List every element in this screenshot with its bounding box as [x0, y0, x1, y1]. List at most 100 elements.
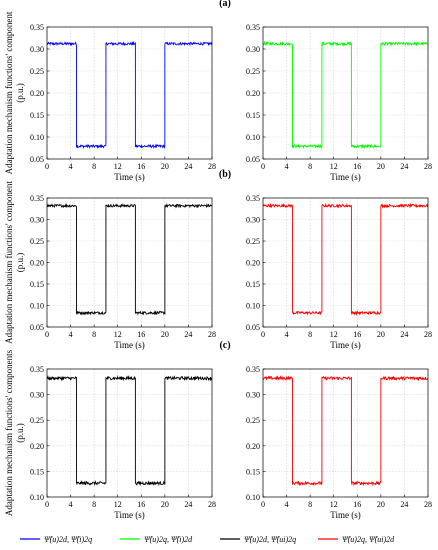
series-line-0: [46, 375, 213, 487]
x-tick-label: 0: [261, 330, 265, 339]
x-tick-label: 28: [424, 330, 432, 339]
x-tick-label: 8: [92, 500, 96, 509]
legend-entry: Ψ̂(u)2d, Ψ̂(i)2q: [20, 535, 92, 544]
chart-panel-1: 0 4 8 12 16 20 24 28 0.05 0.10 0.15 0.20 0.25 0.30 0.3…: [246, 23, 432, 182]
y-tick-label: 0.20: [246, 259, 260, 268]
x-tick-label: 0: [45, 330, 49, 339]
y-tick-label: 0.30: [246, 391, 260, 400]
x-axis-label: Time (s): [330, 510, 360, 520]
y-tick-label: 0.25: [246, 67, 260, 76]
series-line-0: [46, 40, 213, 150]
y-axis-label: Adaptation mechanism functions' componen…: [4, 349, 25, 516]
y-tick-label: 0.30: [30, 45, 44, 54]
y-tick-label: 0.30: [246, 216, 260, 225]
x-tick-label: 20: [161, 162, 169, 171]
chart-panel-2: 0 4 8 12 16 20 24 28 0.05 0.10 0.15 0.20 0.25 0.30 0.3…: [4, 181, 216, 350]
x-tick-label: 16: [353, 330, 361, 339]
x-tick-label: 28: [424, 500, 432, 509]
chart-panel-0: 0 4 8 12 16 20 24 28 0.05 0.10 0.15 0.20 0.25 0.30 0.3…: [4, 11, 216, 182]
y-tick-label: 0.10: [30, 302, 44, 311]
y-tick-label: 0.35: [30, 23, 44, 32]
legend-entry: Ψ̂(u)2d, Ψ̂(ui)2q: [220, 535, 296, 544]
y-tick-label: 0.25: [30, 237, 44, 246]
y-tick-label: 0.15: [30, 467, 44, 476]
x-tick-label: 24: [184, 500, 192, 509]
x-tick-label: 4: [69, 330, 73, 339]
y-tick-label: 0.10: [246, 493, 260, 502]
legend-label: Ψ̂(u)2q, Ψ̂(i)2d: [144, 535, 193, 544]
y-tick-label: 0.35: [246, 194, 260, 203]
chart-panel-5: 0 4 8 12 16 20 24 28 0.10 0.15 0.20 0.25 0.30 0.35 Tim…: [246, 365, 432, 520]
legend-label: Ψ̂(u)2d, Ψ̂(ui)2q: [244, 535, 296, 544]
y-tick-label: 0.15: [246, 280, 260, 289]
x-axis-label: Time (s): [114, 340, 144, 350]
legend-entry: Ψ̂(u)2q, Ψ̂(ui)2d: [318, 535, 395, 544]
y-tick-label: 0.25: [30, 67, 44, 76]
x-axis-label: Time (s): [114, 172, 144, 182]
x-tick-label: 8: [308, 162, 312, 171]
x-tick-label: 8: [92, 330, 96, 339]
x-tick-label: 24: [400, 500, 408, 509]
x-tick-label: 4: [285, 500, 289, 509]
x-tick-label: 0: [261, 500, 265, 509]
x-tick-label: 0: [45, 162, 49, 171]
y-tick-label: 0.15: [246, 111, 260, 120]
series-line-0: [262, 375, 429, 487]
y-tick-label: 0.20: [30, 89, 44, 98]
y-tick-label: 0.10: [246, 302, 260, 311]
x-tick-label: 12: [114, 500, 122, 509]
y-tick-label: 0.10: [30, 133, 44, 142]
y-axis-label-line2: (p.u.): [15, 83, 25, 103]
chart-panel-3: 0 4 8 12 16 20 24 28 0.05 0.10 0.15 0.20 0.25 0.30 0.3…: [246, 194, 432, 350]
x-axis-label: Time (s): [114, 510, 144, 520]
y-tick-label: 0.05: [30, 155, 44, 164]
x-tick-label: 28: [424, 162, 432, 171]
y-tick-label: 0.35: [30, 194, 44, 203]
x-tick-label: 12: [330, 162, 338, 171]
y-tick-label: 0.05: [30, 323, 44, 332]
x-tick-label: 4: [285, 330, 289, 339]
x-axis-label: Time (s): [330, 172, 360, 182]
y-tick-label: 0.35: [30, 365, 44, 374]
x-tick-label: 16: [137, 330, 145, 339]
y-tick-label: 0.25: [246, 237, 260, 246]
y-tick-label: 0.05: [246, 323, 260, 332]
x-tick-label: 4: [285, 162, 289, 171]
x-tick-label: 8: [92, 162, 96, 171]
y-tick-label: 0.15: [30, 280, 44, 289]
x-tick-label: 20: [161, 330, 169, 339]
y-tick-label: 0.25: [30, 416, 44, 425]
y-tick-label: 0.35: [246, 23, 260, 32]
panel-label: (b): [219, 169, 231, 180]
y-axis-label-line1: Adaptation mechanism functions' componen…: [4, 11, 14, 174]
x-tick-label: 4: [69, 162, 73, 171]
y-tick-label: 0.20: [246, 442, 260, 451]
x-tick-label: 24: [400, 330, 408, 339]
y-tick-label: 0.30: [30, 391, 44, 400]
x-tick-label: 20: [377, 162, 385, 171]
x-tick-label: 24: [400, 162, 408, 171]
legend-label: Ψ̂(u)2q, Ψ̂(ui)2d: [342, 535, 395, 544]
y-axis-label-line1: Adaptation mechanism functions' componen…: [4, 181, 14, 344]
y-tick-label: 0.30: [30, 216, 44, 225]
y-tick-label: 0.25: [246, 416, 260, 425]
x-tick-label: 0: [45, 500, 49, 509]
y-tick-label: 0.20: [30, 442, 44, 451]
legend-label: Ψ̂(u)2d, Ψ̂(i)2q: [44, 535, 92, 544]
x-tick-label: 24: [184, 162, 192, 171]
x-tick-label: 16: [137, 500, 145, 509]
y-tick-label: 0.05: [246, 155, 260, 164]
x-tick-label: 8: [308, 500, 312, 509]
y-tick-label: 0.20: [246, 89, 260, 98]
x-tick-label: 12: [330, 330, 338, 339]
chart-panel-4: 0 4 8 12 16 20 24 28 0.10 0.15 0.20 0.25 0.30 0.35 Tim…: [4, 349, 216, 520]
x-tick-label: 4: [69, 500, 73, 509]
x-tick-label: 12: [114, 162, 122, 171]
y-tick-label: 0.10: [30, 493, 44, 502]
x-tick-label: 16: [353, 162, 361, 171]
series-line-0: [262, 202, 429, 316]
x-tick-label: 16: [137, 162, 145, 171]
x-tick-label: 20: [377, 330, 385, 339]
x-tick-label: 24: [184, 330, 192, 339]
